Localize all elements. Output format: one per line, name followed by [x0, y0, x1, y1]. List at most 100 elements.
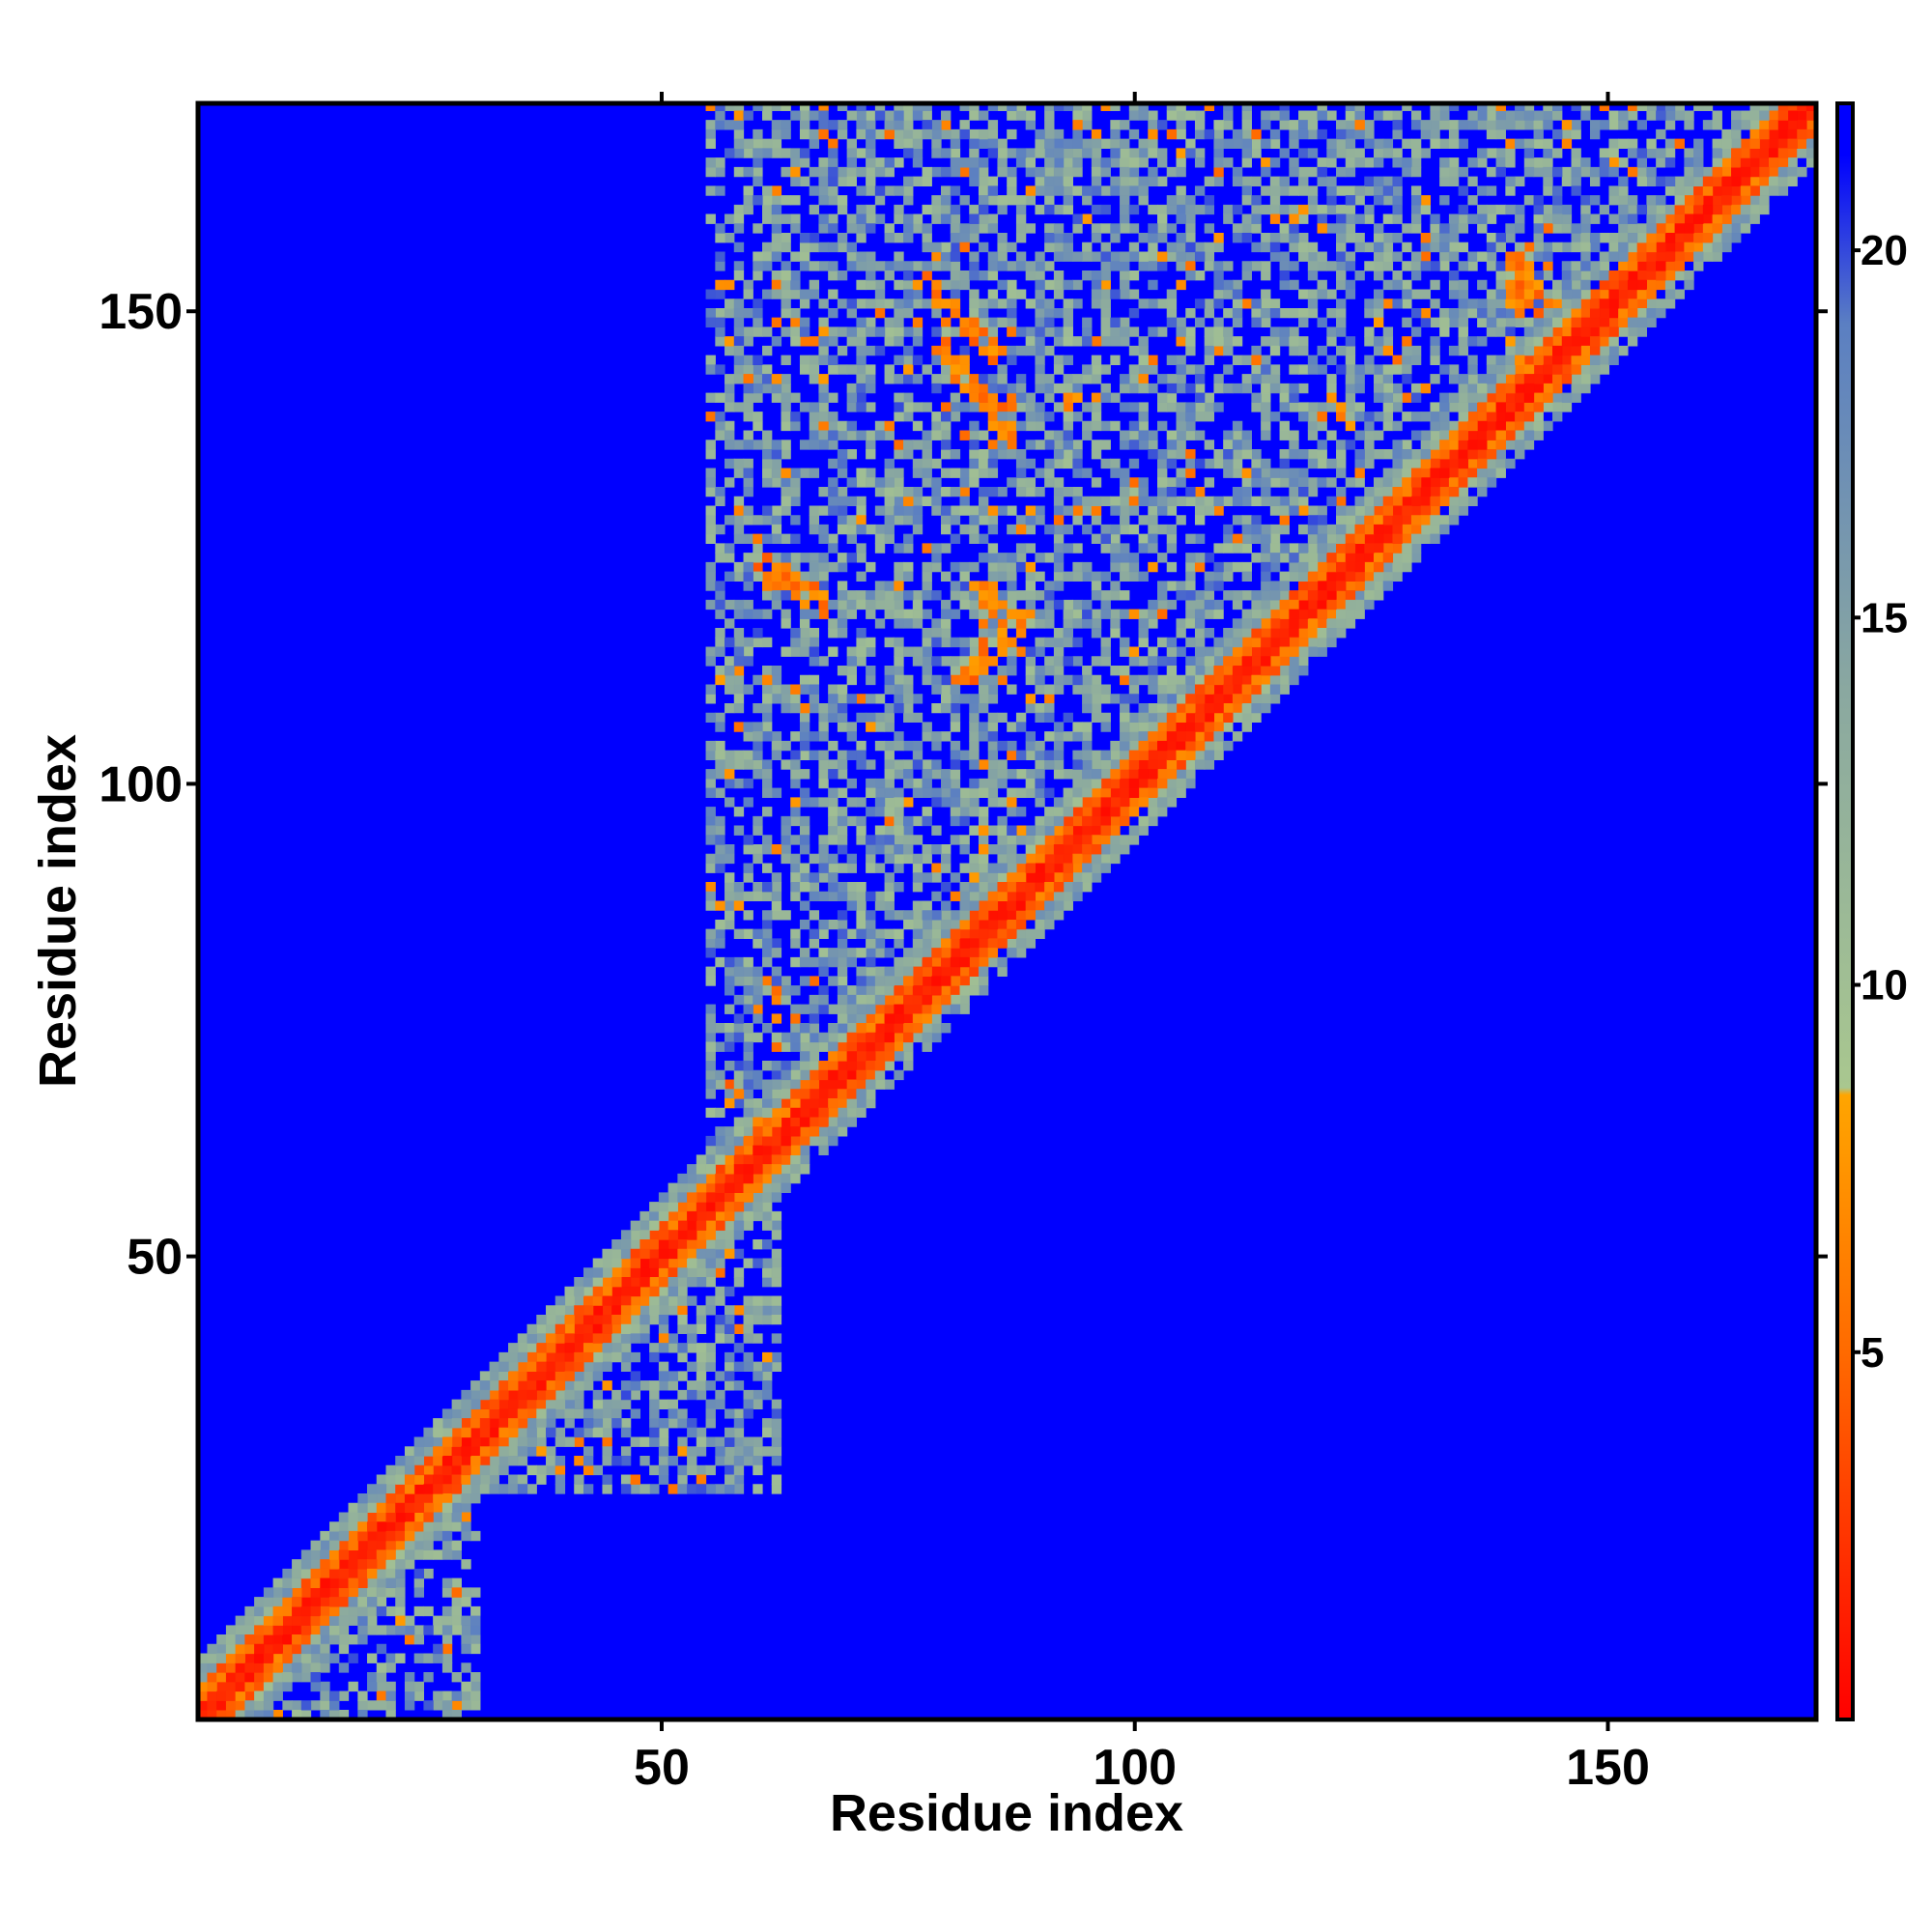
heatmap-cells — [433, 289, 876, 1655]
y-tick-label: 100 — [99, 756, 183, 812]
heatmap-cells — [1120, 327, 1130, 440]
heatmap-cells — [582, 440, 1281, 1466]
heatmap-cells — [1100, 157, 1111, 168]
heatmap-cells — [1025, 383, 1299, 742]
x-axis-title: Residue index — [830, 1784, 1183, 1842]
heatmap-cells — [687, 157, 1619, 1457]
heatmap-cells — [950, 185, 961, 196]
heatmap-cells — [743, 590, 1186, 1090]
heatmap-cells — [1100, 185, 1581, 215]
heatmap-cells — [790, 120, 838, 639]
heatmap-cells — [950, 204, 1432, 271]
heatmap-cells — [959, 103, 1581, 827]
heatmap-cells — [715, 110, 1666, 1260]
colorbar-tick-label: 10 — [1861, 962, 1908, 1009]
heatmap-cells — [611, 213, 1327, 1429]
heatmap-cells — [931, 486, 1196, 808]
heatmap-cells — [715, 251, 725, 262]
heatmap-cells — [818, 138, 1506, 422]
heatmap-cells — [376, 298, 1544, 1617]
heatmap-cells — [1561, 336, 1601, 384]
heatmap-cells — [941, 128, 1563, 178]
heatmap-cells — [1110, 148, 1121, 158]
heatmap-cells — [1194, 618, 1206, 629]
heatmap-cells — [1345, 336, 1356, 347]
heatmap-cells — [762, 204, 820, 695]
heatmap-cells — [856, 138, 1619, 760]
heatmap-cells — [1044, 712, 1055, 724]
heatmap-cells — [743, 157, 1676, 1419]
heatmap-cells — [1082, 185, 1149, 412]
heatmap-cells — [912, 355, 923, 365]
heatmap-cells — [1148, 223, 1158, 234]
heatmap-cells — [300, 656, 942, 1711]
heatmap-cells — [809, 138, 980, 873]
heatmap-cells — [753, 618, 923, 742]
heatmap-cells — [724, 694, 1037, 1260]
heatmap-cells — [687, 1389, 697, 1401]
heatmap-cells — [894, 355, 1365, 611]
heatmap-cells — [441, 1549, 453, 1560]
heatmap-cells — [856, 110, 1657, 827]
heatmap-cells — [705, 120, 1468, 1419]
heatmap-cells — [799, 430, 1468, 1099]
heatmap-cells — [903, 138, 1375, 601]
heatmap-cells — [743, 103, 1450, 667]
heatmap-cells — [705, 128, 1440, 1325]
heatmap-cells — [715, 103, 1563, 1043]
colorbar-tick-label: 20 — [1861, 227, 1908, 274]
heatmap-cells — [724, 148, 1544, 1052]
heatmap-cells — [1204, 128, 1215, 140]
heatmap-cells — [1269, 242, 1281, 253]
heatmap-cells — [1354, 449, 1365, 460]
heatmap-cells — [733, 195, 1299, 760]
heatmap-cells — [743, 204, 1102, 827]
colorbar-tick-label: 15 — [1861, 594, 1908, 641]
heatmap-cells — [941, 166, 1722, 1006]
y-axis: 50 100 150 — [99, 284, 1828, 1286]
y-tick-label: 150 — [99, 284, 183, 340]
heatmap-cells — [743, 279, 1638, 1175]
heatmap-cells — [1063, 166, 1506, 667]
heatmap-cells — [1015, 392, 1027, 403]
heatmap-cells — [1110, 317, 1121, 328]
heatmap-cells — [781, 590, 791, 601]
heatmap-cells — [818, 213, 1158, 412]
heatmap-cells — [799, 148, 1111, 545]
heatmap-cells — [959, 355, 970, 365]
x-axis: 50 100 150 — [634, 92, 1650, 1796]
heatmap-cells — [554, 103, 1657, 1447]
heatmap-cells — [856, 110, 1629, 262]
heatmap-cells — [743, 561, 1215, 611]
heatmap-cells — [1430, 213, 1440, 224]
heatmap-cells — [743, 110, 753, 121]
heatmap-cells — [1533, 223, 1544, 234]
heatmap-cells — [818, 279, 1544, 883]
heatmap-cells — [630, 166, 1742, 1419]
colorbar-axis: 5 10 15 20 — [1853, 227, 1908, 1377]
heatmap-cells — [554, 166, 1770, 1335]
heatmap-cells — [941, 103, 1460, 516]
heatmap-cells — [724, 176, 1553, 1485]
heatmap-cells — [931, 327, 1224, 591]
heatmap-cells — [1007, 317, 1055, 365]
colorbar — [1835, 101, 1855, 1721]
heatmap-cells — [950, 251, 961, 262]
heatmap-cells — [1015, 110, 1798, 930]
heatmap-cells — [1053, 599, 1065, 611]
heatmap-cells — [705, 185, 1365, 752]
heatmap-cells — [1166, 486, 1178, 497]
heatmap-cells — [733, 148, 1516, 1203]
heatmap-cells — [997, 374, 1168, 403]
x-tick-label: 50 — [634, 1740, 690, 1796]
heatmap-cells — [639, 298, 1610, 1288]
heatmap-cells — [809, 317, 1262, 883]
heatmap-cells — [1279, 458, 1290, 469]
plot-frame — [195, 100, 1819, 1722]
heatmap-cells — [687, 138, 1760, 1203]
heatmap-cells — [828, 148, 1271, 582]
heatmap-cells — [790, 702, 989, 770]
heatmap-cells — [1241, 233, 1252, 243]
heatmap — [198, 103, 1816, 1719]
